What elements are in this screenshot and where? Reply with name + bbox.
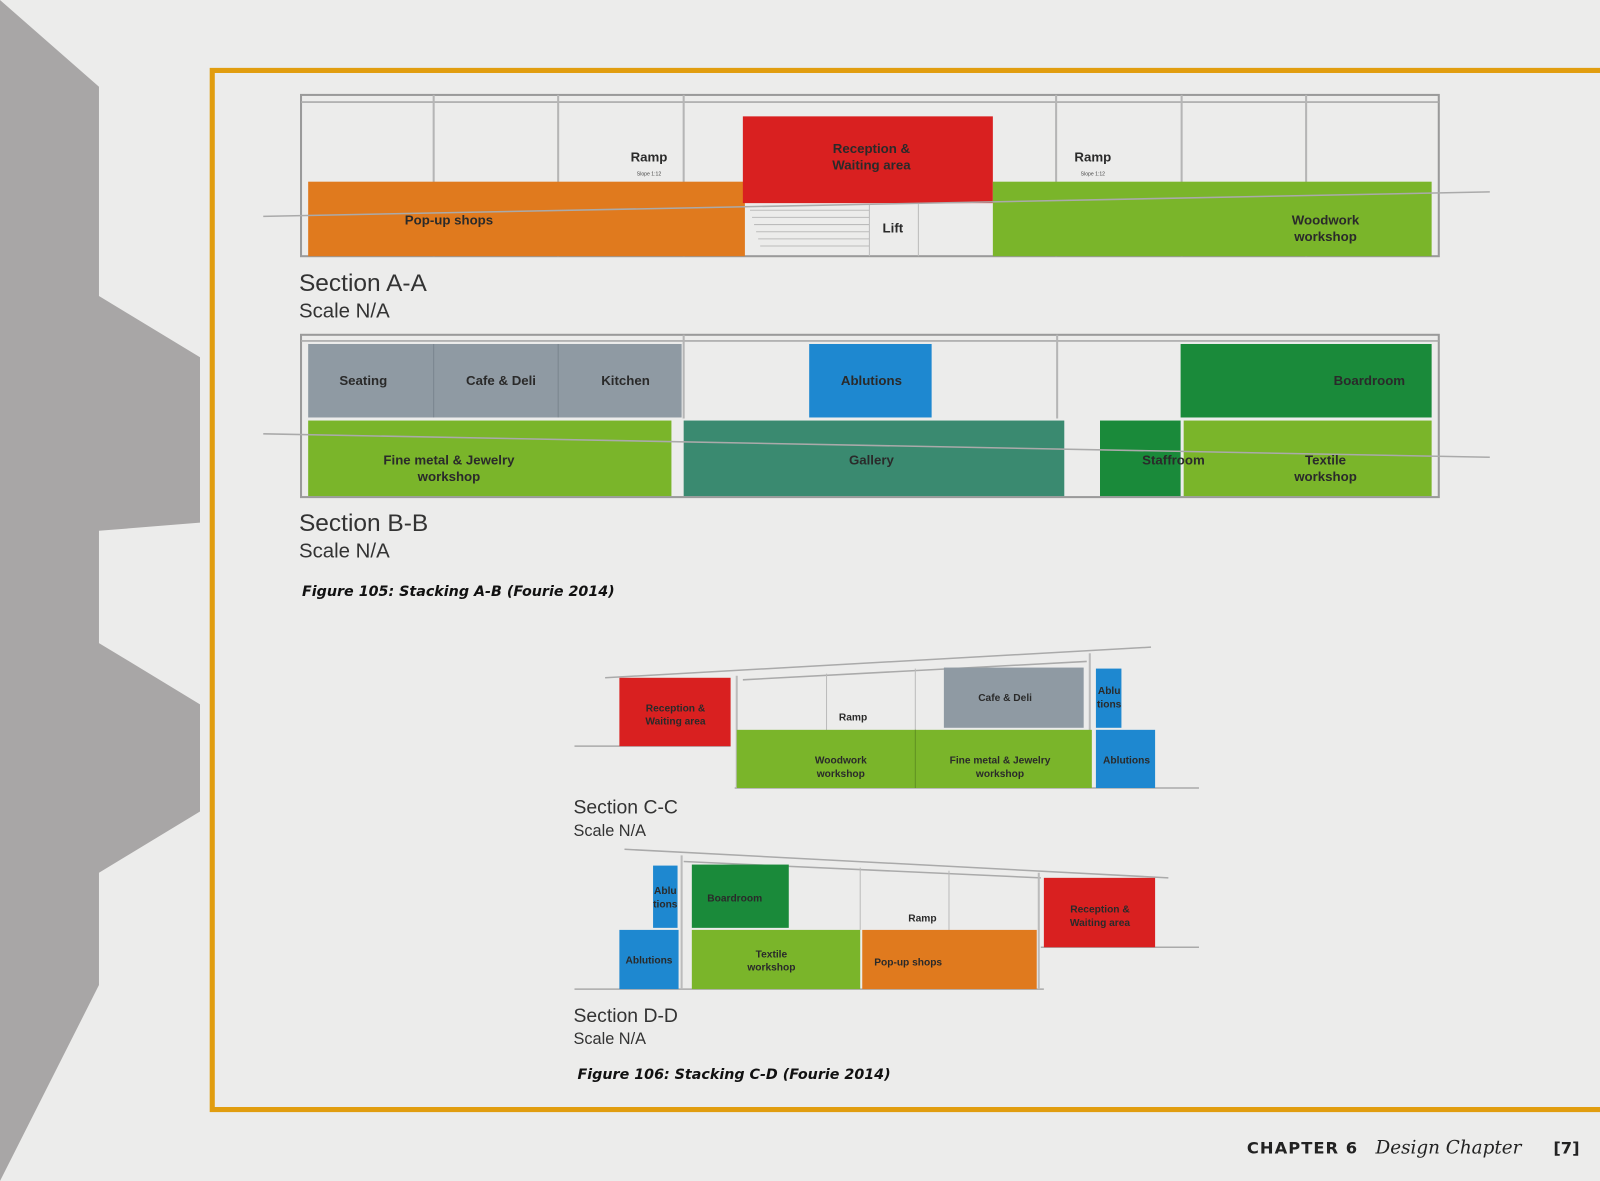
section-aa-scale: Scale N/A	[299, 300, 390, 322]
room-boardroom-dd	[691, 864, 789, 928]
label-ramp-1: Ramp	[631, 149, 668, 164]
room-fine-metal	[308, 420, 672, 497]
section-aa-diagram: Pop-up shops Reception & Waiting area Wo…	[263, 93, 1490, 258]
room-cafe-cc	[943, 667, 1084, 728]
label-lift: Lift	[883, 221, 904, 236]
section-cc-title: Section C-C	[573, 797, 677, 819]
page-frame	[209, 67, 1600, 1113]
section-dd-diagram: Ablu tions Boardroom Ablutions Textile w…	[574, 848, 1199, 990]
label-popup-shops: Pop-up shops	[405, 213, 493, 228]
room-textile-dd	[691, 929, 861, 990]
label-finemetal-cc-1: Fine metal & Jewelry	[950, 756, 1051, 767]
label-reception-cc-2: Waiting area	[645, 717, 706, 728]
label-ramp-2: Ramp	[1074, 149, 1111, 164]
label-slope-2: Slope 1:12	[1081, 172, 1106, 178]
label-reception-cc-1: Reception &	[646, 703, 706, 714]
room-staffroom	[1100, 420, 1181, 497]
section-cc-diagram: Reception & Waiting area Cafe & Deli Abl…	[574, 646, 1199, 789]
footer-title: Design Chapter	[1375, 1137, 1523, 1158]
figure-106-caption: Figure 106: Stacking C-D (Fourie 2014)	[578, 1067, 891, 1083]
room-reception	[742, 116, 993, 204]
label-boardroom-dd: Boardroom	[707, 893, 762, 904]
room-ablutions-upper-dd	[653, 865, 678, 928]
label-abl-upper-cc-2: tions	[1097, 699, 1122, 710]
room-popup-shops	[308, 181, 745, 257]
room-ablutions-upper-cc	[1095, 668, 1122, 728]
room-reception-dd	[1043, 877, 1156, 948]
label-kitchen: Kitchen	[601, 373, 650, 388]
label-seating: Seating	[339, 373, 387, 388]
figure-105-caption: Figure 105: Stacking A-B (Fourie 2014)	[302, 584, 615, 600]
label-textile-2: workshop	[1293, 469, 1357, 484]
label-reception-dd-1: Reception &	[1070, 905, 1130, 916]
room-ablutions	[809, 343, 932, 418]
room-gallery	[683, 420, 1065, 497]
room-ablutions-dd	[619, 929, 679, 990]
room-ablutions-cc	[1095, 729, 1156, 789]
label-slope-1: Slope 1:12	[637, 172, 662, 178]
label-cafe-cc: Cafe & Deli	[978, 693, 1032, 704]
section-dd-title: Section D-D	[573, 1005, 677, 1027]
label-textile-dd-1: Textile	[756, 949, 788, 960]
room-textile	[1183, 420, 1432, 497]
footer-page-number: [7]	[1553, 1138, 1579, 1157]
label-staffroom: Staffroom	[1142, 452, 1205, 467]
section-cc-scale: Scale N/A	[573, 822, 646, 840]
label-abl-upper-cc-1: Ablu	[1098, 686, 1121, 697]
label-woodwork-cc-1: Woodwork	[815, 756, 867, 767]
label-woodwork-1: Woodwork	[1292, 213, 1360, 228]
label-ablutions: Ablutions	[841, 373, 902, 388]
label-reception-2: Waiting area	[832, 157, 911, 172]
label-gallery: Gallery	[849, 452, 895, 467]
room-workshops-cc	[736, 729, 1092, 789]
room-seating-cafe-kitchen	[308, 343, 682, 418]
footer-chapter: CHAPTER 6	[1247, 1138, 1358, 1157]
room-woodwork	[992, 181, 1432, 257]
label-abl-upper-dd-1: Ablu	[654, 886, 677, 897]
label-fine-metal-1: Fine metal & Jewelry	[383, 452, 515, 467]
section-bb-diagram: Seating Cafe & Deli Kitchen Ablutions Bo…	[263, 333, 1490, 499]
room-popup-dd	[862, 929, 1037, 990]
stairs	[750, 204, 919, 257]
room-reception-cc	[619, 677, 731, 747]
label-boardroom: Boardroom	[1334, 373, 1405, 388]
label-textile-dd-2: workshop	[746, 963, 795, 974]
label-fine-metal-2: workshop	[417, 469, 481, 484]
label-finemetal-cc-2: workshop	[975, 769, 1024, 780]
label-woodwork-cc-2: workshop	[816, 769, 865, 780]
label-popup-dd: Pop-up shops	[874, 958, 942, 969]
section-bb-title: Section B-B	[299, 510, 428, 537]
room-boardroom	[1180, 343, 1432, 418]
section-aa-title: Section A-A	[299, 270, 428, 297]
label-cafe-deli: Cafe & Deli	[466, 373, 536, 388]
label-woodwork-2: workshop	[1293, 229, 1357, 244]
label-reception-1: Reception &	[833, 141, 911, 156]
section-dd-scale: Scale N/A	[573, 1030, 646, 1048]
label-ablutions-cc: Ablutions	[1103, 756, 1150, 767]
label-textile-1: Textile	[1305, 452, 1346, 467]
label-ramp-cc: Ramp	[839, 713, 867, 724]
label-abl-upper-dd-2: tions	[653, 899, 678, 910]
label-ramp-dd: Ramp	[908, 914, 936, 925]
side-decoration-shape	[0, 0, 200, 1181]
label-reception-dd-2: Waiting area	[1070, 918, 1131, 929]
section-bb-scale: Scale N/A	[299, 540, 390, 562]
label-ablutions-dd: Ablutions	[625, 956, 672, 967]
